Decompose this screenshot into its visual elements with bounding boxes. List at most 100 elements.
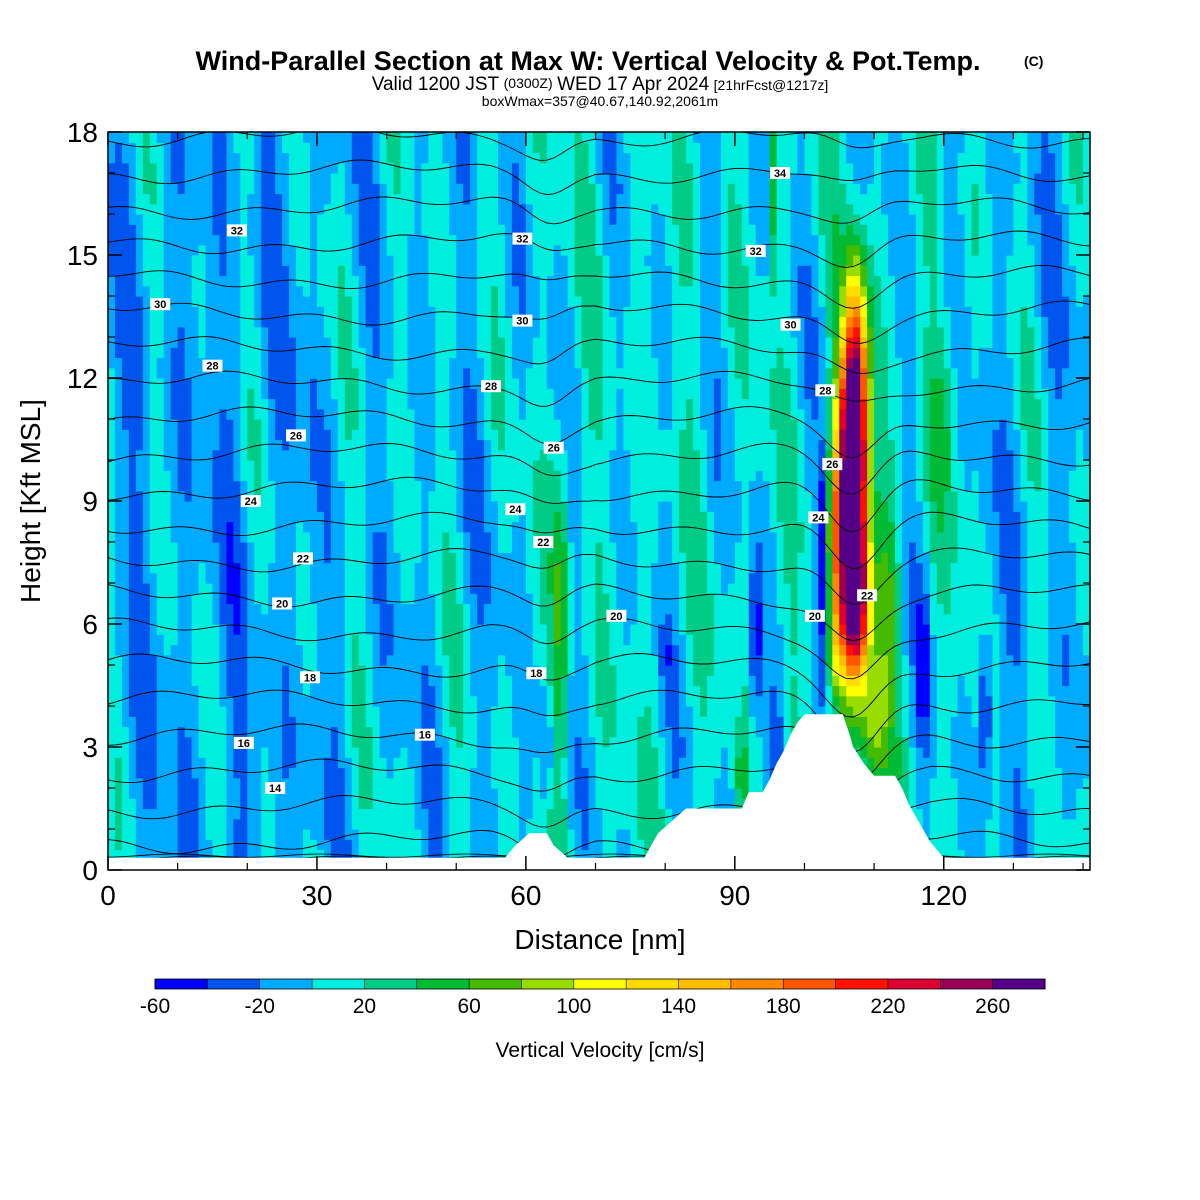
colorbar-title: Vertical Velocity [cm/s] — [496, 1039, 705, 1062]
terrain-mask — [108, 714, 1090, 870]
isentrope-label-bg — [414, 728, 435, 741]
isentrope-label-bg — [815, 384, 836, 397]
isentrope-label: 26 — [290, 430, 302, 442]
subtitle-forecast: [21hrFcst@1217z] — [714, 77, 829, 93]
isentrope-label-bg — [606, 609, 627, 622]
isentrope-label-bg — [272, 597, 293, 610]
isentrope-label: 30 — [516, 316, 528, 328]
isentrope-label-bg — [822, 458, 843, 471]
colorbar-swatch — [155, 979, 208, 989]
isentrope-label-bg — [505, 503, 526, 516]
colorbar-tick-label: 20 — [353, 995, 376, 1018]
isentrope-label-bg — [226, 224, 247, 237]
colorbar-swatch — [835, 979, 889, 989]
colorbar-swatch — [469, 979, 522, 989]
isentrope-label-bg — [299, 671, 320, 684]
isentrope-label: 16 — [238, 738, 250, 750]
y-tick-label: 15 — [67, 240, 98, 271]
y-tick-label: 0 — [82, 855, 98, 886]
isentrope-label: 24 — [245, 496, 258, 508]
isentrope-label: 24 — [509, 504, 522, 516]
subtitle-prefix: Valid 1200 JST — [372, 74, 500, 95]
isentrope-line — [108, 406, 1090, 459]
colorbar-swatch — [887, 979, 941, 989]
x-tick-label: 90 — [719, 880, 750, 911]
y-tick-label: 9 — [82, 486, 98, 517]
y-tick-label: 18 — [67, 117, 98, 148]
isentrope-label: 14 — [269, 783, 282, 795]
colorbar: -60 -20 20 60 100 140 180 220 260 — [140, 978, 1046, 1018]
isentrope-label-bg — [240, 495, 261, 507]
x-tick-label: 60 — [510, 880, 541, 911]
x-tick-label: 30 — [301, 880, 332, 911]
isentrope-line — [108, 511, 1090, 570]
terrain — [108, 714, 1090, 870]
isentrope-label-bg — [804, 609, 825, 622]
isentrope-line — [108, 264, 1090, 309]
subtitle-utc: (0300Z) — [504, 75, 553, 91]
subtitle-date: WED 17 Apr 2024 — [557, 74, 710, 95]
isentrope-label: 20 — [809, 611, 821, 623]
colorbar-swatch — [207, 979, 261, 989]
svg-text:Wind-Parallel Section at Max W: Wind-Parallel Section at Max W: Vertical… — [196, 46, 981, 76]
isentrope-line — [108, 300, 1090, 344]
isentrope-label: 32 — [231, 225, 243, 237]
y-tick-label: 3 — [82, 732, 98, 763]
isentrope-label: 20 — [276, 599, 288, 611]
isentrope-label: 18 — [304, 672, 316, 684]
isentrope-line — [108, 0, 1090, 24]
isentrope-label: 26 — [826, 459, 838, 471]
isentrope-line — [108, 442, 1090, 495]
isentrope-line — [108, 159, 1090, 196]
colorbar-tick-label: 100 — [556, 995, 591, 1018]
subtitle2: boxWmax=357@40.67,140.92,2061m — [482, 93, 718, 109]
isentrope-line — [108, 336, 1090, 374]
isentrope-line — [108, 583, 1090, 642]
isentrope-label-bg — [512, 232, 533, 245]
colorbar-swatch — [678, 979, 732, 989]
isentrope-label: 22 — [297, 553, 309, 565]
isentrope-line — [108, 547, 1090, 605]
isentrope-label-bg — [808, 511, 829, 524]
isentrope-label: 16 — [419, 730, 431, 742]
isentrope-line — [108, 132, 1090, 161]
colorbar-tick-label: 260 — [975, 995, 1010, 1018]
isentrope-line — [108, 230, 1090, 268]
chart-title: Wind-Parallel Section at Max W: Vertical… — [196, 46, 981, 76]
isentrope-label-bg — [745, 244, 766, 257]
isentrope-label-bg — [293, 552, 314, 565]
isentrope-label: 32 — [516, 234, 528, 246]
isentrope-label-bg — [202, 359, 223, 372]
isentrope-label-bg — [770, 167, 791, 179]
y-tick-label: 6 — [82, 609, 98, 640]
isentrope-line — [108, 689, 1090, 753]
x-tick-label: 0 — [100, 880, 116, 911]
isentrope-label-bg — [481, 380, 502, 393]
x-tick-label: 120 — [920, 880, 967, 911]
colorbar-swatch — [783, 979, 837, 989]
isentrope-label: 22 — [861, 590, 873, 602]
x-axis-label: Distance [nm] — [514, 924, 685, 955]
isentrope-line — [108, 476, 1090, 533]
isentrope-label-bg — [286, 429, 307, 442]
isentrope-label: 30 — [784, 320, 796, 332]
isentrope-label: 30 — [154, 299, 166, 311]
colorbar-tick-label: -20 — [245, 995, 275, 1018]
isentrope-label-bg — [150, 298, 171, 311]
isentrope-label: 34 — [774, 168, 787, 180]
isentrope-label: 32 — [750, 246, 762, 258]
colorbar-swatch — [992, 979, 1046, 989]
isentrope-label-bg — [533, 536, 554, 548]
isentrope-label: 18 — [530, 668, 542, 680]
colorbar-swatch — [521, 979, 575, 989]
colorbar-swatch — [364, 979, 418, 989]
isentrope-label-bg — [780, 318, 801, 331]
isentrope-label-bg — [512, 314, 533, 327]
colorbar-tick-label: 140 — [661, 995, 696, 1018]
isentrope-line — [108, 617, 1090, 680]
isentrope-line — [108, 370, 1090, 407]
isentrope-label-bg — [265, 782, 286, 794]
isentrope-label-bg — [233, 736, 254, 749]
isentrope-line — [108, 723, 1090, 783]
colorbar-tick-label: 180 — [766, 995, 801, 1018]
